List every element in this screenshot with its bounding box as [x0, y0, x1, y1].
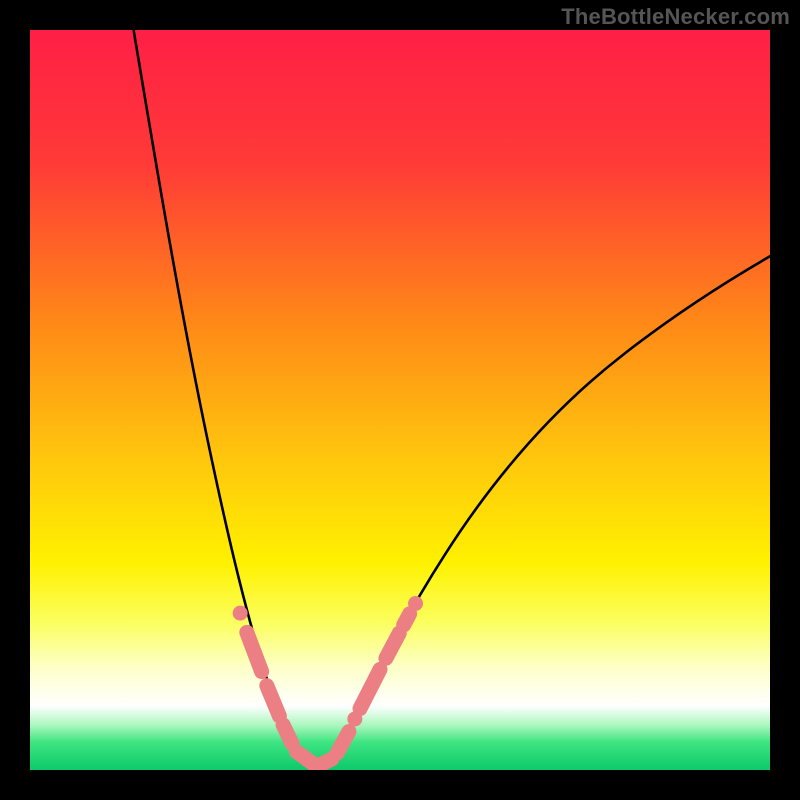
- watermark-label: TheBottleNecker.com: [561, 4, 790, 30]
- plot-background-gradient: [30, 30, 770, 770]
- chart-svg: [0, 0, 800, 800]
- chart-frame: TheBottleNecker.com: [0, 0, 800, 800]
